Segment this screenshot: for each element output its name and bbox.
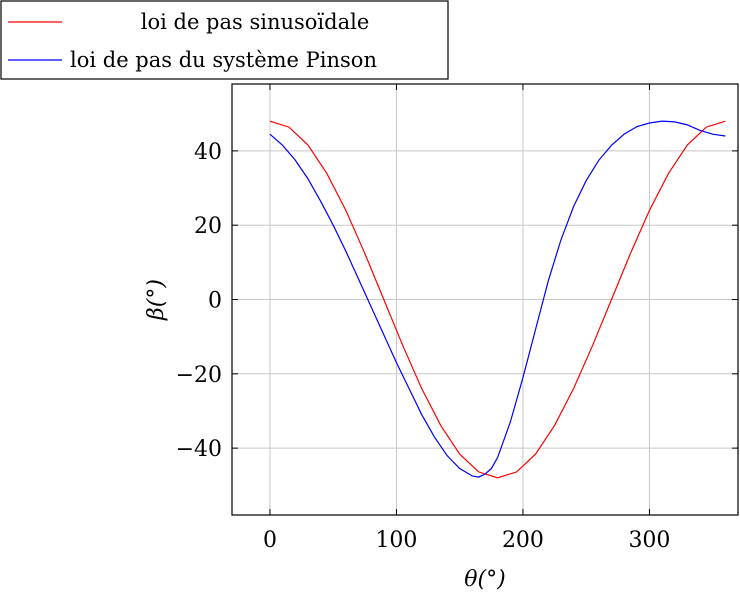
series-line-2 <box>269 120 726 478</box>
legend: loi de pas sinusoïdale loi de pas du syst… <box>0 0 449 80</box>
y-tick-label: 0 <box>208 289 222 314</box>
legend-label-2: loi de pas du système Pinson <box>70 48 377 72</box>
x-tick-label: 0 <box>263 528 277 553</box>
y-tick-label: −40 <box>176 437 222 462</box>
x-tick-label: 100 <box>375 528 417 553</box>
tick-labels: 0 100 200 300 −40 −20 0 20 40 <box>176 140 671 553</box>
series-line-1 <box>269 120 726 479</box>
y-tick-label: 40 <box>194 140 222 165</box>
series-layer <box>269 120 726 479</box>
tick-marks <box>232 84 738 515</box>
y-tick-label: 20 <box>194 214 222 239</box>
x-tick-label: 300 <box>628 528 670 553</box>
grid-lines <box>232 84 738 515</box>
legend-label-1: loi de pas sinusoïdale <box>141 10 370 34</box>
y-tick-label: −20 <box>176 363 222 388</box>
x-tick-label: 200 <box>502 528 544 553</box>
legend-box <box>0 0 449 80</box>
x-axis-label: θ(°) <box>464 567 505 592</box>
y-axis-label: β(°) <box>144 279 169 321</box>
